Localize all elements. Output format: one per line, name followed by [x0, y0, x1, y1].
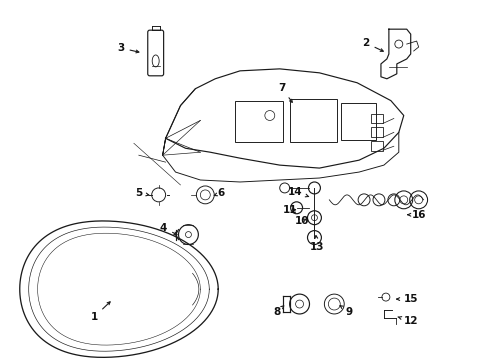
Text: 7: 7: [278, 83, 292, 102]
Bar: [289, 99, 337, 142]
Text: 4: 4: [160, 222, 177, 235]
Text: 1: 1: [90, 302, 110, 322]
Bar: [370, 113, 382, 123]
Text: 2: 2: [362, 38, 383, 51]
Text: 13: 13: [309, 235, 324, 252]
Bar: [370, 127, 382, 137]
Text: 8: 8: [273, 306, 283, 317]
Text: 11: 11: [282, 205, 296, 215]
Text: 14: 14: [288, 187, 308, 197]
Bar: [370, 141, 382, 151]
Text: 10: 10: [295, 216, 309, 226]
Bar: [341, 103, 375, 140]
Text: 12: 12: [397, 316, 417, 326]
Text: 16: 16: [407, 210, 425, 220]
Bar: [235, 100, 282, 142]
Text: 6: 6: [214, 188, 224, 198]
Text: 5: 5: [135, 188, 148, 198]
Text: 9: 9: [340, 306, 352, 317]
Text: 15: 15: [396, 294, 417, 304]
Text: 3: 3: [117, 43, 139, 53]
